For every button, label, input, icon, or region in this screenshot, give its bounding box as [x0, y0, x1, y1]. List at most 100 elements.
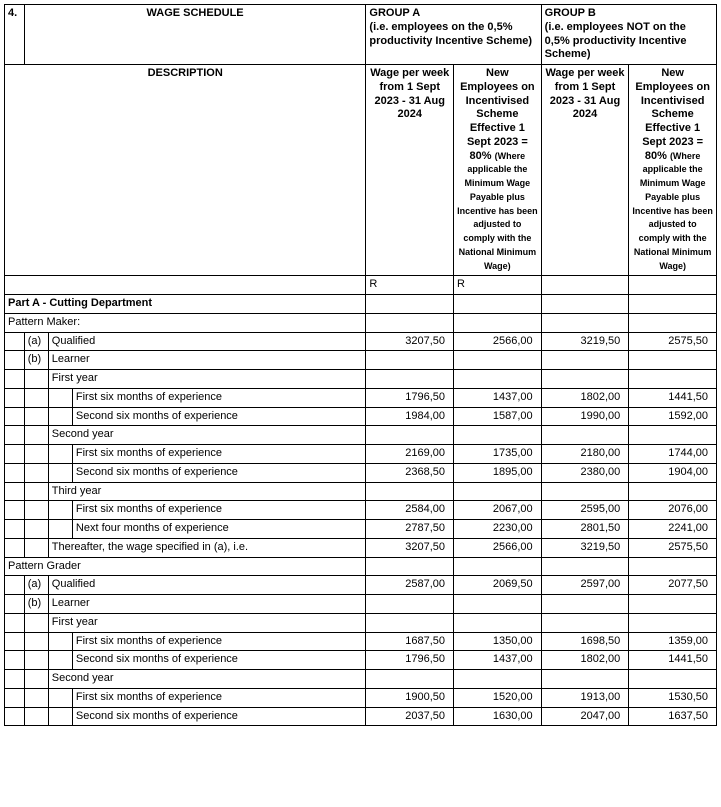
label-fs6: First six months of experience	[72, 632, 366, 651]
label-ss6: Second six months of experience	[72, 463, 366, 482]
blank-cell	[541, 313, 629, 332]
group-a-header-text: GROUP A (i.e. employees on the 0,5% prod…	[369, 7, 532, 47]
blank-cell	[24, 688, 48, 707]
blank-cell	[5, 576, 25, 595]
table-cell: 3207,50	[366, 538, 454, 557]
blank-cell	[454, 370, 542, 389]
blank-cell	[629, 426, 717, 445]
table-cell: 2584,00	[366, 501, 454, 520]
blank-cell	[48, 388, 72, 407]
table-cell: 2380,00	[541, 463, 629, 482]
blank-cell	[5, 520, 25, 539]
label-qualified: Qualified	[48, 576, 366, 595]
table-cell: 3207,50	[366, 332, 454, 351]
label-first-year: First year	[48, 613, 366, 632]
label-first-year: First year	[48, 370, 366, 389]
col-b-newemp: New Employees on Incentivised Scheme Eff…	[629, 65, 717, 276]
wage-schedule-table: 4. WAGE SCHEDULE GROUP A (i.e. employees…	[4, 4, 717, 726]
col-b-newemp-main: New Employees on Incentivised Scheme Eff…	[635, 67, 710, 162]
table-cell: 2230,00	[454, 520, 542, 539]
blank-cell	[48, 407, 72, 426]
table-cell: 1687,50	[366, 632, 454, 651]
blank-cell	[454, 595, 542, 614]
label-learner: Learner	[48, 595, 366, 614]
blank-cell	[24, 482, 48, 501]
description-header: DESCRIPTION	[5, 65, 366, 276]
blank-cell	[5, 482, 25, 501]
blank-cell	[366, 613, 454, 632]
table-cell: 3219,50	[541, 538, 629, 557]
currency-a2: R	[454, 276, 542, 295]
blank-cell	[5, 351, 25, 370]
label-learner: Learner	[48, 351, 366, 370]
blank-cell	[24, 388, 48, 407]
blank-cell	[24, 613, 48, 632]
blank-cell	[629, 295, 717, 314]
blank-cell	[48, 651, 72, 670]
label-b: (b)	[24, 595, 48, 614]
blank-cell	[48, 632, 72, 651]
label-nf4: Next four months of experience	[72, 520, 366, 539]
table-cell: 1359,00	[629, 632, 717, 651]
label-ss6: Second six months of experience	[72, 651, 366, 670]
table-cell: 1796,50	[366, 388, 454, 407]
blank-cell	[629, 313, 717, 332]
table-cell: 1802,00	[541, 388, 629, 407]
blank-cell	[5, 332, 25, 351]
table-cell: 1441,50	[629, 388, 717, 407]
blank-cell	[541, 613, 629, 632]
table-cell: 2077,50	[629, 576, 717, 595]
blank-cell	[24, 707, 48, 726]
table-cell: 1895,00	[454, 463, 542, 482]
blank-cell	[5, 613, 25, 632]
label-second-year: Second year	[48, 426, 366, 445]
currency-b2	[629, 276, 717, 295]
table-cell: 1802,00	[541, 651, 629, 670]
blank-cell	[5, 501, 25, 520]
label-fs6: First six months of experience	[72, 501, 366, 520]
blank-cell	[541, 426, 629, 445]
blank-cell	[454, 670, 542, 689]
blank-cell	[5, 388, 25, 407]
blank-cell	[48, 707, 72, 726]
table-cell: 2368,50	[366, 463, 454, 482]
blank-cell	[5, 595, 25, 614]
table-cell: 2787,50	[366, 520, 454, 539]
table-cell: 2180,00	[541, 445, 629, 464]
blank-cell	[366, 313, 454, 332]
blank-cell	[454, 295, 542, 314]
blank-cell	[454, 557, 542, 576]
table-cell: 2801,50	[541, 520, 629, 539]
table-cell: 1437,00	[454, 651, 542, 670]
table-cell: 2067,00	[454, 501, 542, 520]
table-cell: 1350,00	[454, 632, 542, 651]
col-b-newemp-sub: (Where applicable the Minimum Wage Payab…	[632, 151, 713, 271]
blank-cell	[366, 426, 454, 445]
table-cell: 1984,00	[366, 407, 454, 426]
table-cell: 1441,50	[629, 651, 717, 670]
blank-cell	[48, 520, 72, 539]
table-cell: 2587,00	[366, 576, 454, 595]
group-b-header-text: GROUP B (i.e. employees NOT on the 0,5% …	[545, 7, 687, 60]
blank-cell	[366, 482, 454, 501]
table-cell: 2069,50	[454, 576, 542, 595]
blank-cell	[24, 407, 48, 426]
col-a-wage: Wage per week from 1 Sept 2023 - 31 Aug …	[366, 65, 454, 276]
blank-cell	[629, 595, 717, 614]
table-cell: 1630,00	[454, 707, 542, 726]
table-cell: 1698,50	[541, 632, 629, 651]
blank-cell	[541, 482, 629, 501]
label-b: (b)	[24, 351, 48, 370]
table-cell: 1587,00	[454, 407, 542, 426]
pattern-grader-title: Pattern Grader	[5, 557, 366, 576]
table-cell: 1744,00	[629, 445, 717, 464]
pattern-maker-title: Pattern Maker:	[5, 313, 366, 332]
table-cell: 1592,00	[629, 407, 717, 426]
table-cell: 2566,00	[454, 538, 542, 557]
table-cell: 1735,00	[454, 445, 542, 464]
label-fs6: First six months of experience	[72, 388, 366, 407]
table-cell: 2566,00	[454, 332, 542, 351]
blank-cell	[454, 482, 542, 501]
blank-cell	[541, 595, 629, 614]
label-thereafter: Thereafter, the wage specified in (a), i…	[48, 538, 366, 557]
